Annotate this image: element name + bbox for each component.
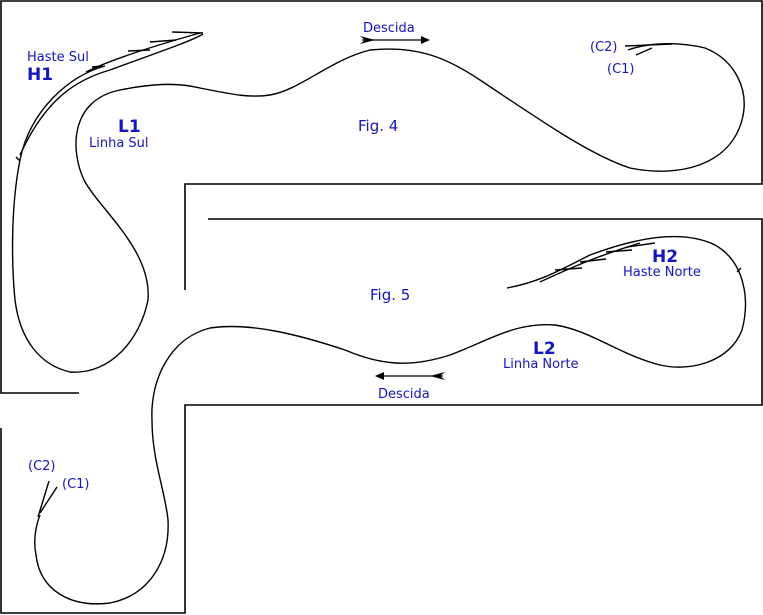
fig4-spur-stub-2 <box>149 39 177 43</box>
fig5-spur-stub-2 <box>579 258 607 263</box>
fig5-track-c1-label: (C1) <box>62 477 90 492</box>
fig5-spur-stub-1 <box>554 267 583 271</box>
fig5-spur-code: H2 <box>652 247 678 267</box>
fig4-direction-arrow <box>360 36 430 44</box>
fig4-track-c2-label: (C2) <box>590 40 618 55</box>
fig4-spur-name: Haste Sul <box>27 50 89 65</box>
fig5-spur-name: Haste Norte <box>623 265 701 280</box>
fig4-outer-loop <box>11 43 745 373</box>
fig5-spur-stub-3 <box>605 249 633 253</box>
fig5-line-code: L2 <box>533 339 556 359</box>
fig5-wall-outline <box>0 218 763 614</box>
fig5-joint-mark <box>736 267 742 273</box>
fig4-track-c1-end <box>635 47 653 56</box>
fig4-joint-mark <box>15 156 21 162</box>
fig5-main-line <box>34 236 747 605</box>
fig5-direction-arrow <box>375 372 445 380</box>
fig4-spur-stub-3 <box>127 49 151 52</box>
fig5-line-name: Linha Norte <box>503 357 579 372</box>
fig4-spur-stub-1 <box>171 31 204 34</box>
fig4-spur-stub-4 <box>91 65 104 68</box>
fig5-track-c2-label: (C2) <box>28 459 56 474</box>
fig4-track-c1-label: (C1) <box>607 62 635 77</box>
fig4-wall-outline <box>0 0 763 394</box>
fig5-caption: Fig. 5 <box>370 286 410 304</box>
fig4-line-name: Linha Sul <box>89 136 149 151</box>
fig5-spur-stub-4 <box>626 242 656 248</box>
fig5-track-c2-end <box>37 480 50 518</box>
fig4-track-c2-end <box>624 43 673 47</box>
fig4-spur-h1 <box>85 32 201 73</box>
fig4-spur-code: H1 <box>27 65 53 85</box>
fig4-caption: Fig. 4 <box>358 117 398 135</box>
fig5-track-c1-end <box>39 486 58 514</box>
fig4-direction-label: Descida <box>363 21 415 36</box>
fig4-track <box>11 31 745 373</box>
fig4-main-line <box>19 33 204 156</box>
fig5-direction-label: Descida <box>378 387 430 402</box>
fig4-line-code: L1 <box>118 117 141 137</box>
fig5-track <box>34 236 747 605</box>
